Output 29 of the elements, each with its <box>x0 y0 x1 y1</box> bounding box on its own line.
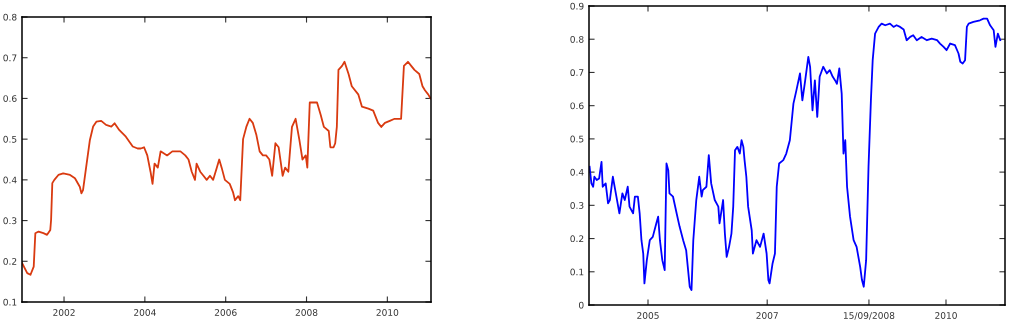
x-tick-label: 2002 <box>53 309 75 316</box>
y-tick-label: 0.1 <box>3 298 17 306</box>
x-tick-label: 2008 <box>295 309 318 316</box>
x-tick-label: 2006 <box>214 309 237 316</box>
y-tick-label: 0 <box>578 301 584 309</box>
y-tick-label: 0.7 <box>570 69 584 76</box>
y-tick-label: 0.4 <box>3 176 17 184</box>
x-tick-label: 15/09/2008 <box>843 312 895 320</box>
y-tick-label: 0.5 <box>570 135 584 143</box>
line-series <box>22 60 431 276</box>
x-tick-label: 2010 <box>376 309 399 316</box>
y-tick-label: 0.1 <box>570 268 584 276</box>
y-tick-label: 0.2 <box>570 235 584 243</box>
y-tick-label: 0.8 <box>570 35 584 43</box>
y-tick-label: 0.3 <box>3 217 17 225</box>
y-tick-label: 0.9 <box>570 2 584 10</box>
y-tick-label: 0.5 <box>3 135 17 143</box>
x-tick-label: 2005 <box>637 312 659 319</box>
y-tick-label: 0.6 <box>570 102 584 110</box>
y-tick-label: 0.6 <box>3 95 17 102</box>
x-tick-label: 2004 <box>134 309 156 316</box>
y-tick-label: 0.3 <box>570 202 584 209</box>
x-tick-label: 2010 <box>935 312 957 319</box>
y-tick-label: 0.2 <box>3 258 17 265</box>
y-tick-label: 0.7 <box>3 54 17 62</box>
y-tick-label: 0.8 <box>3 13 17 21</box>
line-series <box>589 17 1002 291</box>
y-tick-label: 0.4 <box>570 168 584 176</box>
x-tick-label: 2007 <box>756 312 778 319</box>
